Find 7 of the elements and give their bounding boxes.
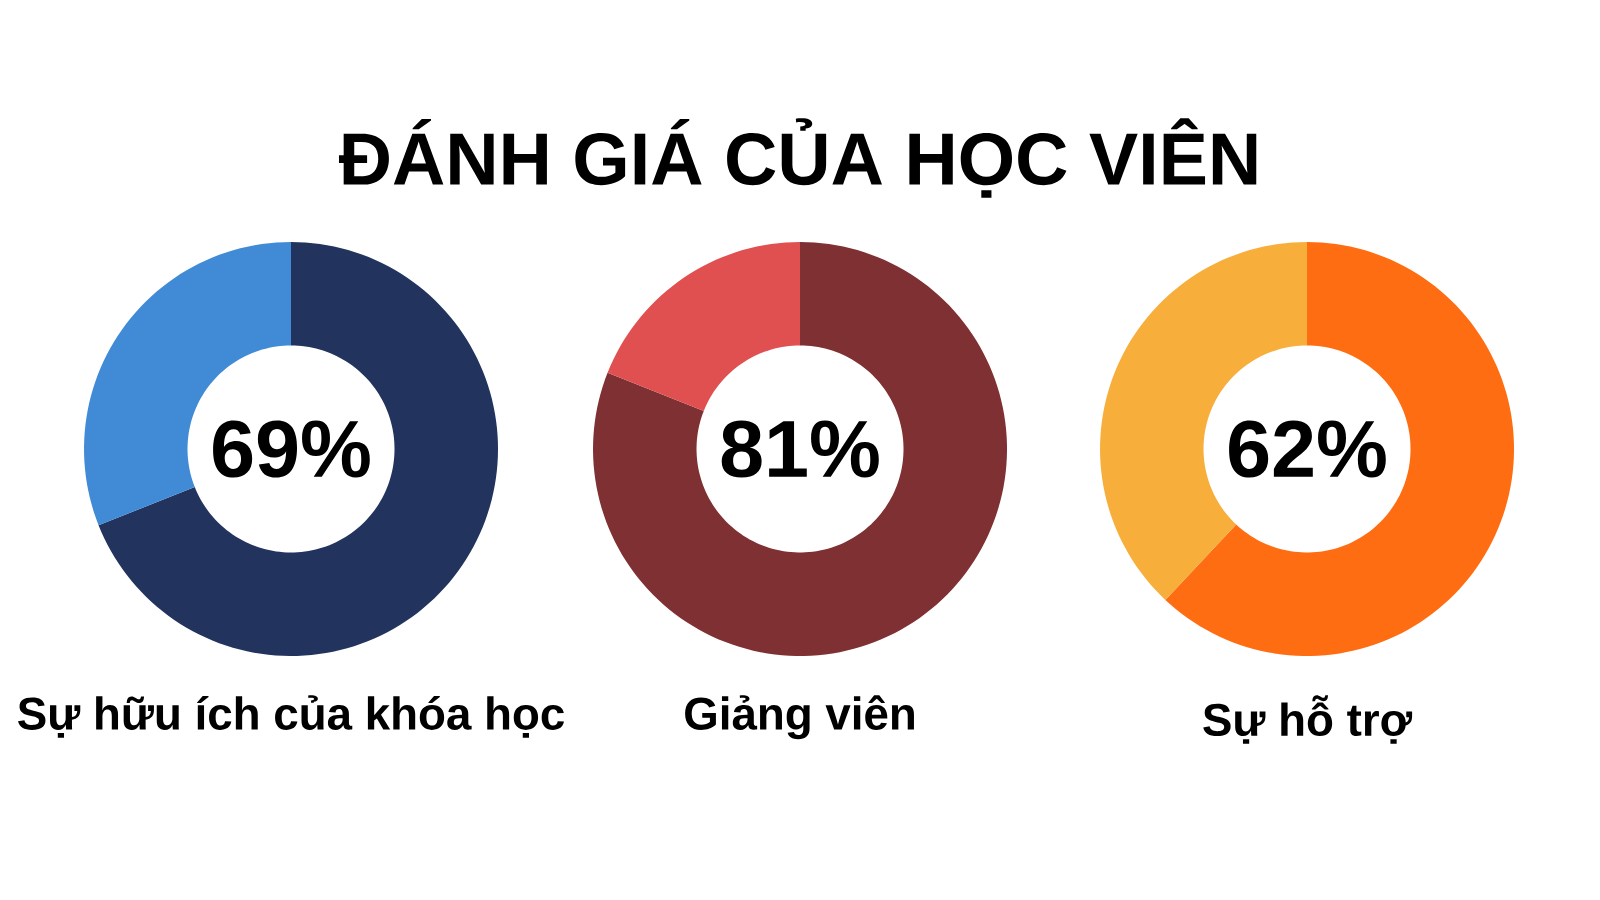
text: ĐÁNH GIÁ CỦA HỌC VIÊN bbox=[338, 118, 1257, 198]
data-label: 69% bbox=[213, 420, 370, 478]
text: Sự hỗ trợ bbox=[1203, 695, 1413, 744]
text: Sự hữu ích của khóa học bbox=[18, 695, 564, 738]
data-label: 81% bbox=[721, 420, 879, 478]
data-label: 62% bbox=[1229, 420, 1386, 478]
text: Giảng viên bbox=[685, 695, 914, 740]
